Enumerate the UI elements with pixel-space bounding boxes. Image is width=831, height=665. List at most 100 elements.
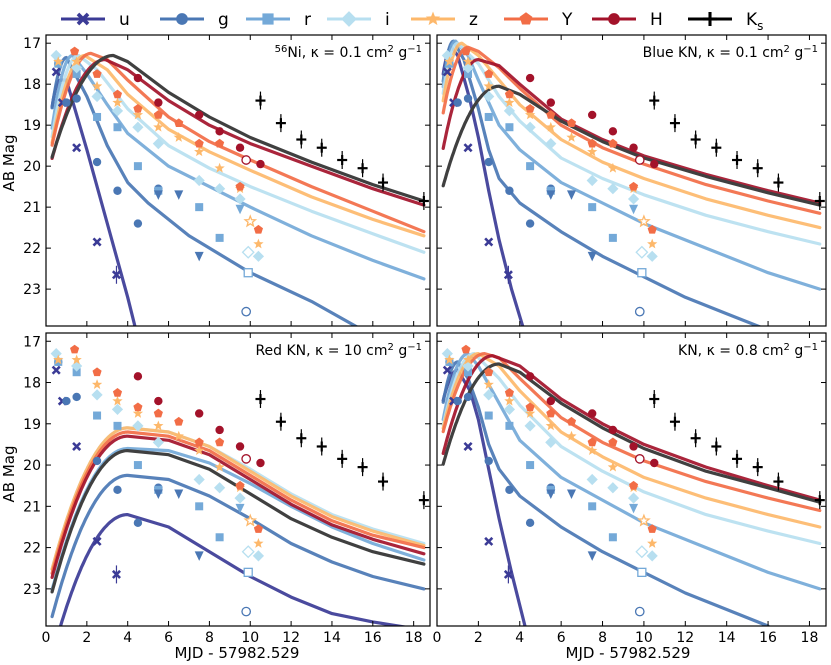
- data-point-r: [637, 268, 647, 278]
- data-point-i: [234, 492, 246, 504]
- data-point-i: [71, 360, 83, 372]
- data-point-Y: [525, 103, 535, 113]
- data-point-z: [194, 146, 205, 157]
- data-point-z: [524, 408, 536, 418]
- data-point-i: [483, 90, 495, 103]
- data-point-u-stroke-b: [72, 143, 82, 153]
- data-point-H: [608, 425, 618, 435]
- data-point-z: [504, 97, 515, 107]
- data-point-i: [111, 403, 124, 415]
- x-tick-label: 8: [598, 630, 607, 646]
- data-point-g: [634, 306, 645, 317]
- data-point-Ks: [814, 195, 825, 206]
- model-curve-H: [50, 434, 426, 579]
- data-point-Y: [133, 103, 143, 113]
- data-point-Y: [112, 388, 123, 397]
- data-point-z: [173, 430, 184, 441]
- legend-item-r: r: [246, 10, 311, 30]
- data-point-z: [253, 538, 264, 548]
- data-point-r: [215, 233, 224, 242]
- data-point-H: [194, 409, 204, 418]
- panel-title-main: KN, κ = 0.8 cm: [678, 343, 784, 359]
- data-point-u-stroke-b: [484, 536, 494, 546]
- model-curve-Ks: [441, 362, 822, 504]
- data-point-Y: [215, 437, 225, 447]
- data-point-u-stroke-b: [92, 237, 102, 247]
- data-point-H: [215, 127, 224, 136]
- data-point-Y: [504, 89, 514, 99]
- data-point-Y: [194, 437, 204, 447]
- data-point-i: [586, 473, 598, 486]
- data-point-Y: [647, 224, 657, 234]
- data-point-i: [524, 121, 536, 133]
- data-point-i: [132, 420, 144, 432]
- data-point-i: [50, 348, 62, 360]
- model-curves: [441, 352, 822, 626]
- data-point-i: [483, 389, 495, 401]
- data-point-i: [607, 482, 619, 494]
- data-point-r: [133, 461, 142, 470]
- data-point-r: [113, 123, 122, 132]
- model-curve-i: [441, 41, 822, 246]
- upper-limit-r: [235, 503, 245, 514]
- legend-label-g: g: [218, 10, 229, 30]
- x-tick-label: 18: [801, 630, 819, 646]
- data-point-H: [133, 73, 143, 83]
- upper-limit-g: [153, 489, 163, 499]
- data-point-Ks: [418, 195, 429, 206]
- legend-item-Y: Y: [504, 10, 573, 30]
- panel-title-unit: g: [790, 45, 803, 61]
- panel-title-unit-exp: −1: [407, 342, 422, 353]
- data-point-Ks: [649, 95, 660, 106]
- data-point-Y: [629, 181, 639, 191]
- y-tick-label: 19: [23, 118, 41, 134]
- data-point-z: [545, 420, 556, 431]
- data-point-H: [608, 127, 618, 136]
- data-point-i: [441, 348, 453, 360]
- data-point-z: [647, 238, 658, 249]
- data-point-z: [545, 121, 556, 132]
- panel-title-exp: 2: [784, 342, 790, 353]
- panel-title-unit-exp: −1: [803, 342, 818, 353]
- data-point-Ks: [732, 155, 743, 166]
- data-point-H: [235, 442, 245, 451]
- data-point-i: [462, 62, 474, 74]
- data-point-i: [132, 121, 144, 133]
- data-point-r: [526, 162, 535, 171]
- panel-frame: [436, 34, 827, 327]
- y-tick-label: 19: [23, 417, 41, 433]
- data-point-Ks: [296, 433, 307, 444]
- panel-frame: [436, 332, 827, 627]
- data-point-Y: [587, 138, 597, 148]
- legend-marker-u: [76, 12, 90, 26]
- data-point-Y: [153, 408, 163, 418]
- y-tick-label: 22: [23, 241, 41, 257]
- data-point-Y: [153, 110, 163, 119]
- y-tick-label: 18: [23, 77, 41, 93]
- data-point-u: [463, 441, 473, 452]
- data-point-u-stroke-b: [442, 365, 452, 375]
- data-point-z: [483, 80, 494, 91]
- data-point-z: [462, 56, 474, 67]
- data-point-i: [646, 550, 658, 562]
- data-point-H: [634, 454, 645, 464]
- legend-item-u: u: [61, 10, 130, 30]
- data-point-i: [241, 545, 255, 559]
- legend-item-Ks: Ks: [688, 10, 763, 33]
- data-point-u: [92, 536, 102, 546]
- data-point-z: [132, 109, 144, 120]
- data-point-g: [525, 518, 535, 528]
- data-point-H: [154, 98, 163, 107]
- data-point-H: [587, 110, 597, 120]
- data-point-H: [587, 409, 597, 418]
- y-tick-label: 21: [23, 200, 41, 216]
- legend-label-Ks: Ks: [746, 10, 763, 33]
- data-point-u: [463, 143, 473, 153]
- data-point-g: [133, 518, 143, 528]
- data-point-Y: [546, 110, 556, 119]
- data-point-z: [444, 354, 455, 365]
- x-tick-label: 12: [676, 630, 694, 646]
- data-point-z: [524, 109, 536, 120]
- x-tick-label: 0: [433, 630, 442, 646]
